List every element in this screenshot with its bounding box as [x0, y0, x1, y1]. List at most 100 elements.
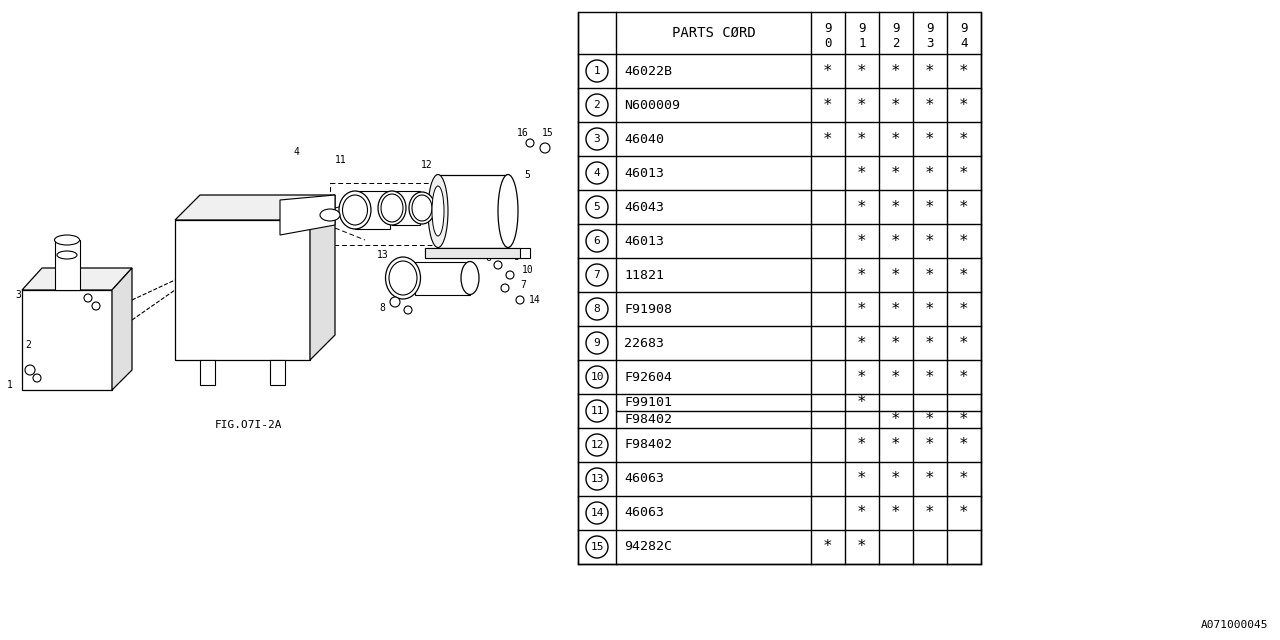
Text: 11: 11 — [335, 155, 347, 165]
Text: *: * — [959, 268, 969, 282]
Circle shape — [540, 143, 550, 153]
Text: *: * — [959, 472, 969, 486]
Text: *: * — [925, 97, 934, 113]
Text: 16: 16 — [517, 128, 529, 138]
Text: *: * — [858, 234, 867, 248]
Text: FIG.O7I-2A: FIG.O7I-2A — [214, 420, 282, 430]
Text: 9: 9 — [859, 22, 865, 35]
Text: *: * — [959, 63, 969, 79]
Text: *: * — [891, 335, 901, 351]
Text: 7: 7 — [594, 270, 600, 280]
Circle shape — [26, 365, 35, 375]
Text: 13: 13 — [378, 250, 389, 260]
Text: 3: 3 — [927, 36, 933, 49]
Ellipse shape — [412, 195, 433, 221]
Text: 15: 15 — [590, 542, 604, 552]
Text: *: * — [959, 335, 969, 351]
Text: 14: 14 — [590, 508, 604, 518]
Text: N600009: N600009 — [625, 99, 680, 111]
Text: *: * — [959, 131, 969, 147]
Text: 22683: 22683 — [625, 337, 664, 349]
Text: *: * — [925, 506, 934, 520]
Ellipse shape — [58, 251, 77, 259]
Ellipse shape — [498, 175, 518, 248]
Circle shape — [506, 271, 515, 279]
Text: *: * — [959, 200, 969, 214]
Ellipse shape — [461, 262, 479, 294]
Text: *: * — [858, 268, 867, 282]
Polygon shape — [355, 191, 390, 229]
Text: 6: 6 — [594, 236, 600, 246]
Text: 1: 1 — [8, 380, 13, 390]
Text: 5: 5 — [594, 202, 600, 212]
Text: *: * — [823, 97, 833, 113]
Polygon shape — [22, 268, 132, 290]
Text: 4: 4 — [960, 36, 968, 49]
Text: *: * — [858, 301, 867, 317]
Text: *: * — [858, 369, 867, 385]
Text: 94282C: 94282C — [625, 541, 672, 554]
Text: 8: 8 — [379, 303, 385, 313]
Text: 2: 2 — [26, 340, 31, 350]
Text: 7: 7 — [520, 280, 526, 290]
Text: *: * — [891, 63, 901, 79]
Text: *: * — [891, 412, 901, 427]
Text: *: * — [858, 335, 867, 351]
Text: 9: 9 — [594, 338, 600, 348]
Text: *: * — [925, 131, 934, 147]
Text: 46063: 46063 — [625, 506, 664, 520]
Circle shape — [500, 284, 509, 292]
Text: 5: 5 — [524, 170, 530, 180]
Polygon shape — [310, 195, 335, 360]
Text: *: * — [891, 506, 901, 520]
Ellipse shape — [55, 235, 79, 245]
Text: A071000045: A071000045 — [1201, 620, 1268, 630]
Text: 46013: 46013 — [625, 166, 664, 179]
Polygon shape — [55, 240, 79, 290]
Polygon shape — [175, 195, 335, 220]
Text: F99101: F99101 — [625, 396, 672, 409]
Text: *: * — [959, 438, 969, 452]
Circle shape — [33, 374, 41, 382]
Circle shape — [494, 261, 502, 269]
Text: *: * — [925, 200, 934, 214]
Text: *: * — [925, 472, 934, 486]
Text: *: * — [959, 412, 969, 427]
Text: *: * — [891, 234, 901, 248]
Text: *: * — [891, 166, 901, 180]
Text: *: * — [823, 540, 833, 554]
Text: *: * — [891, 97, 901, 113]
Text: *: * — [925, 335, 934, 351]
Text: *: * — [891, 268, 901, 282]
Circle shape — [516, 296, 524, 304]
Polygon shape — [425, 248, 530, 258]
Circle shape — [84, 294, 92, 302]
Text: *: * — [858, 472, 867, 486]
Polygon shape — [415, 262, 470, 295]
Bar — [579, 12, 980, 564]
Text: *: * — [925, 234, 934, 248]
Circle shape — [404, 306, 412, 314]
Ellipse shape — [410, 192, 435, 224]
Text: 1: 1 — [594, 66, 600, 76]
Text: *: * — [891, 438, 901, 452]
Text: *: * — [858, 131, 867, 147]
Circle shape — [526, 139, 534, 147]
Text: 3: 3 — [594, 134, 600, 144]
Text: 9: 9 — [892, 22, 900, 35]
Text: *: * — [959, 506, 969, 520]
Ellipse shape — [428, 175, 448, 248]
Text: 4: 4 — [594, 168, 600, 178]
Text: *: * — [891, 301, 901, 317]
Ellipse shape — [385, 257, 421, 299]
Text: *: * — [823, 63, 833, 79]
Ellipse shape — [389, 261, 417, 295]
Text: 1: 1 — [859, 36, 865, 49]
Text: 11821: 11821 — [625, 269, 664, 282]
Polygon shape — [175, 220, 310, 360]
Text: 46022B: 46022B — [625, 65, 672, 77]
Polygon shape — [392, 191, 420, 225]
Text: 10: 10 — [590, 372, 604, 382]
Text: *: * — [823, 131, 833, 147]
Text: 46040: 46040 — [625, 132, 664, 145]
